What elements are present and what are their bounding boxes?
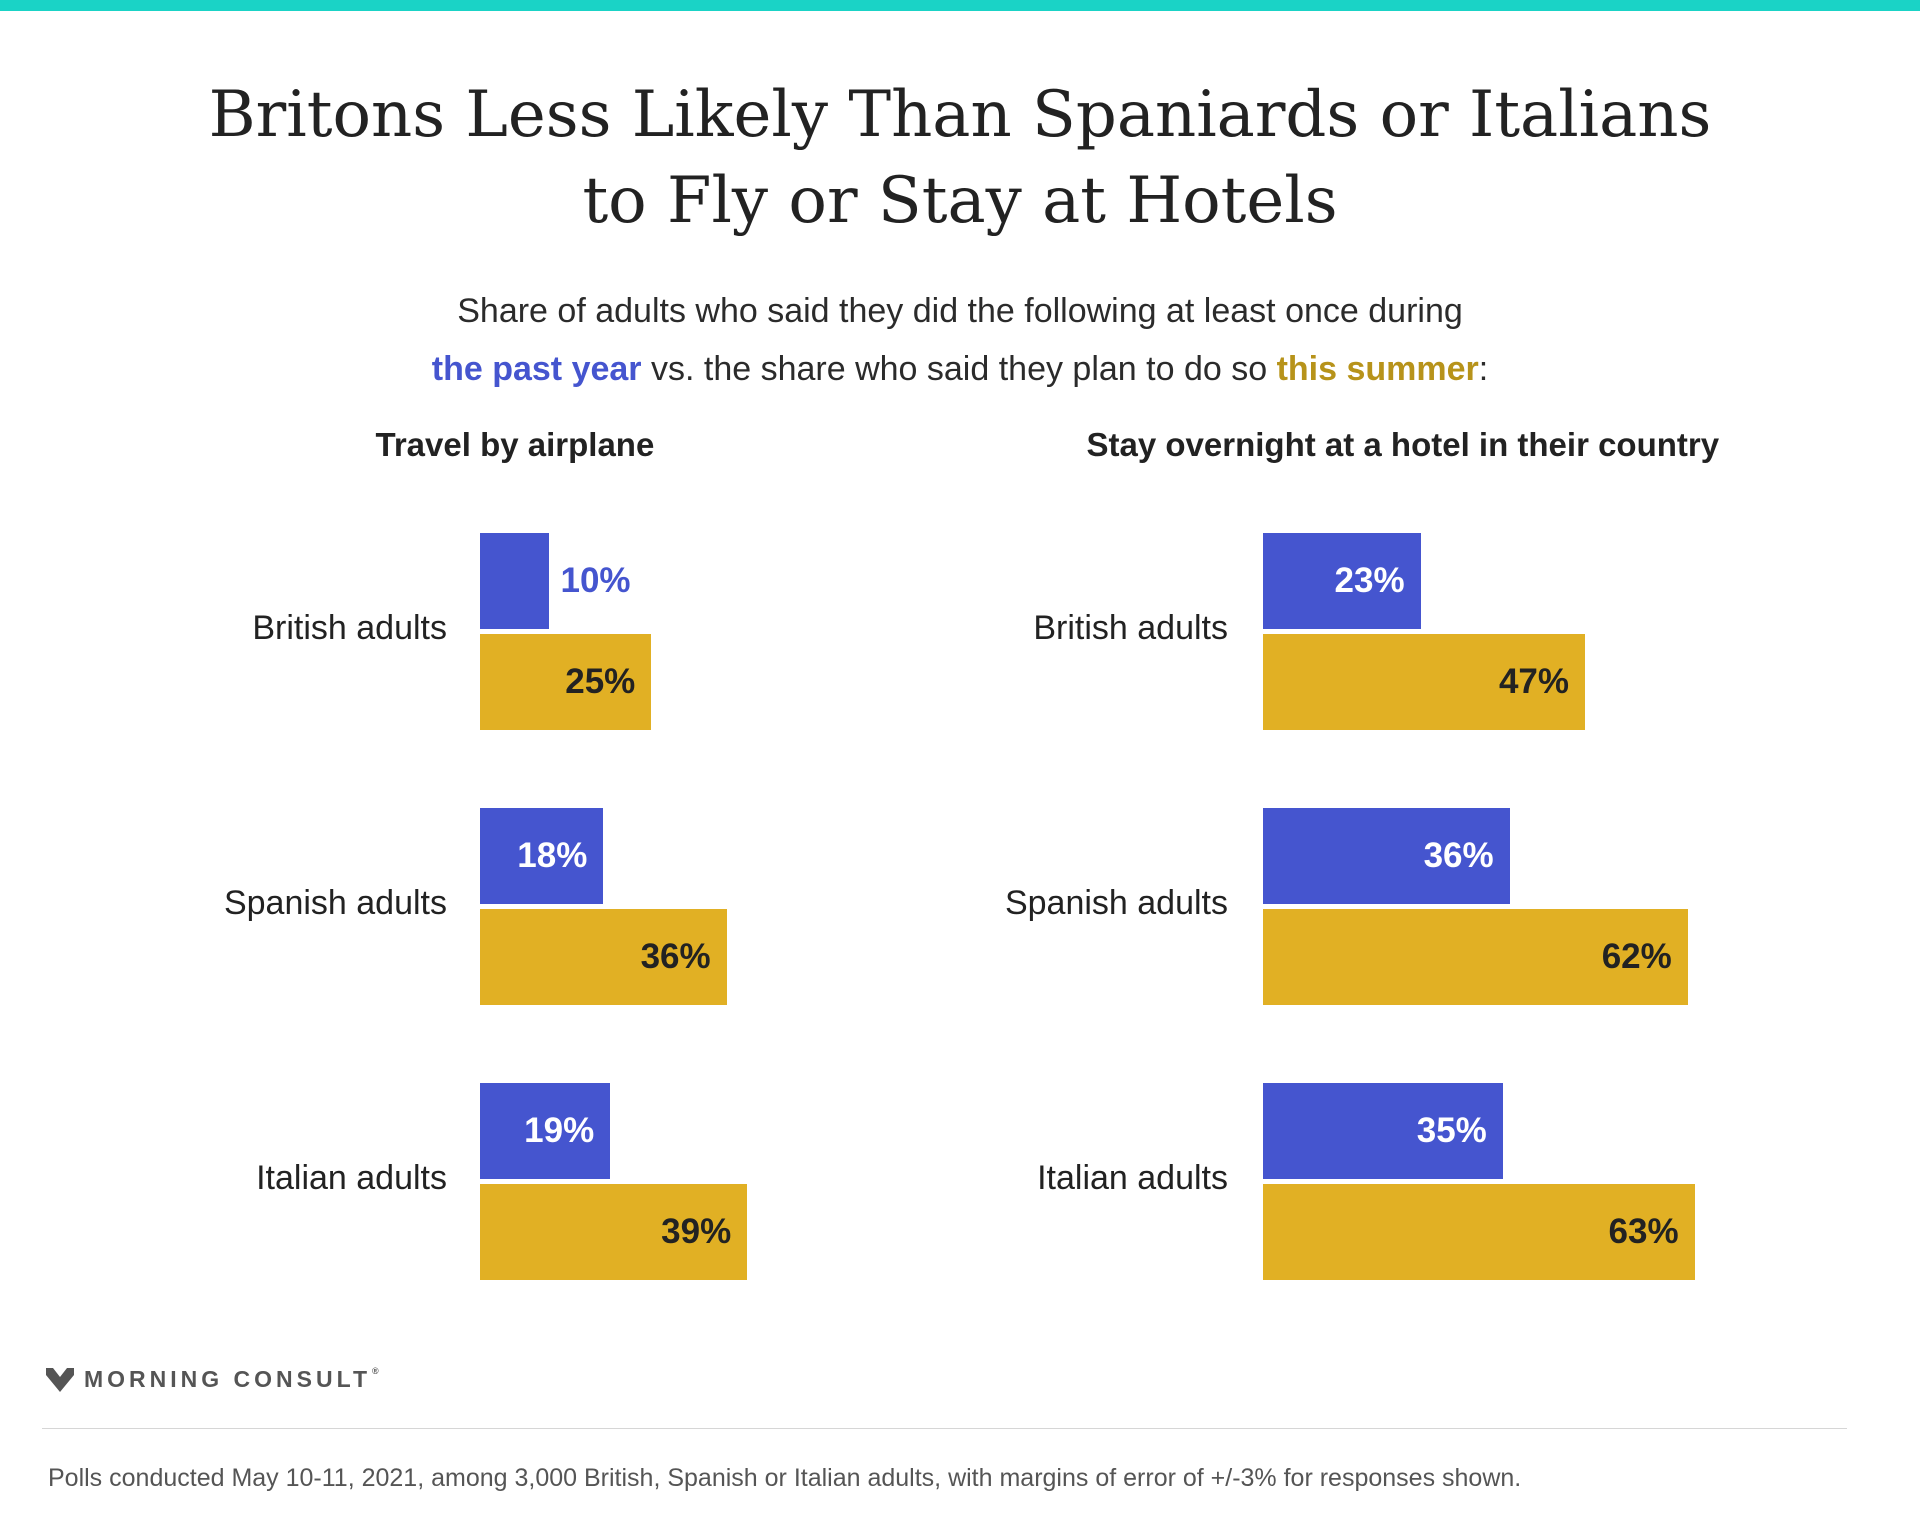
bar-summer-british-adults	[480, 634, 652, 730]
footnote: Polls conducted May 10-11, 2021, among 3…	[48, 1464, 1522, 1492]
legend-this-summer: this summer	[1276, 350, 1479, 388]
bar-summer-italian-adults	[1263, 1184, 1695, 1280]
category-label-italian-adults: Italian adults	[1037, 1159, 1228, 1197]
bar-summer-spanish-adults	[480, 909, 727, 1005]
subtitle-mid-text: vs. the share who said they plan to do s…	[641, 350, 1277, 388]
value-label-past-italian-adults: 35%	[1416, 1111, 1487, 1150]
legend-past-year: the past year	[431, 350, 642, 388]
bar-past-british-adults	[1263, 533, 1421, 629]
brand-name: MORNING CONSULT®	[84, 1366, 383, 1392]
category-label-spanish-adults: Spanish adults	[223, 884, 447, 922]
value-label-past-spanish-adults: 18%	[517, 836, 588, 875]
value-label-summer-british-adults: 25%	[565, 662, 636, 701]
panel-title-2: Stay overnight at a hotel in their count…	[1086, 426, 1720, 463]
footer-divider	[42, 1428, 1847, 1429]
value-label-summer-spanish-adults: 62%	[1601, 937, 1672, 976]
value-label-past-spanish-adults: 36%	[1423, 836, 1494, 875]
category-label-italian-adults: Italian adults	[256, 1159, 447, 1197]
chart-title-line-2: to Fly or Stay at Hotels	[582, 164, 1338, 238]
panel-title-1: Travel by airplane	[375, 426, 655, 463]
top-accent-stripe	[0, 0, 1920, 11]
chart-title: Britons Less Likely Than Spaniards or It…	[0, 72, 1920, 244]
category-label-british-adults: British adults	[252, 609, 447, 647]
chart-title-line-1: Britons Less Likely Than Spaniards or It…	[208, 78, 1712, 152]
bar-past-italian-adults	[480, 1083, 611, 1179]
category-label-spanish-adults: Spanish adults	[1004, 884, 1228, 922]
subtitle-end-text: :	[1478, 350, 1489, 388]
brand-logo: MORNING CONSULT®	[46, 1366, 383, 1393]
bar-summer-italian-adults	[480, 1184, 748, 1280]
value-label-past-italian-adults: 19%	[524, 1111, 595, 1150]
brand-registered-mark: ®	[372, 1366, 383, 1376]
value-label-summer-british-adults: 47%	[1498, 662, 1569, 701]
value-label-summer-spanish-adults: 36%	[640, 937, 711, 976]
chart-subtitle: Share of adults who said they did the fo…	[0, 282, 1920, 398]
value-label-past-british-adults: 23%	[1334, 561, 1405, 600]
subtitle-line-1: Share of adults who said they did the fo…	[457, 292, 1463, 330]
subtitle-line-2: the past year vs. the share who said the…	[0, 340, 1920, 398]
bar-summer-british-adults	[1263, 634, 1585, 730]
bar-past-spanish-adults	[1263, 808, 1510, 904]
morning-consult-logo-icon	[46, 1367, 74, 1392]
value-label-summer-italian-adults: 63%	[1608, 1212, 1679, 1251]
bar-past-british-adults	[480, 533, 549, 629]
bar-past-italian-adults	[1263, 1083, 1503, 1179]
bar-summer-spanish-adults	[1263, 909, 1688, 1005]
value-label-past-british-adults: 10%	[560, 561, 631, 600]
category-label-british-adults: British adults	[1033, 609, 1228, 647]
bar-past-spanish-adults	[480, 808, 604, 904]
value-label-summer-italian-adults: 39%	[661, 1212, 732, 1251]
